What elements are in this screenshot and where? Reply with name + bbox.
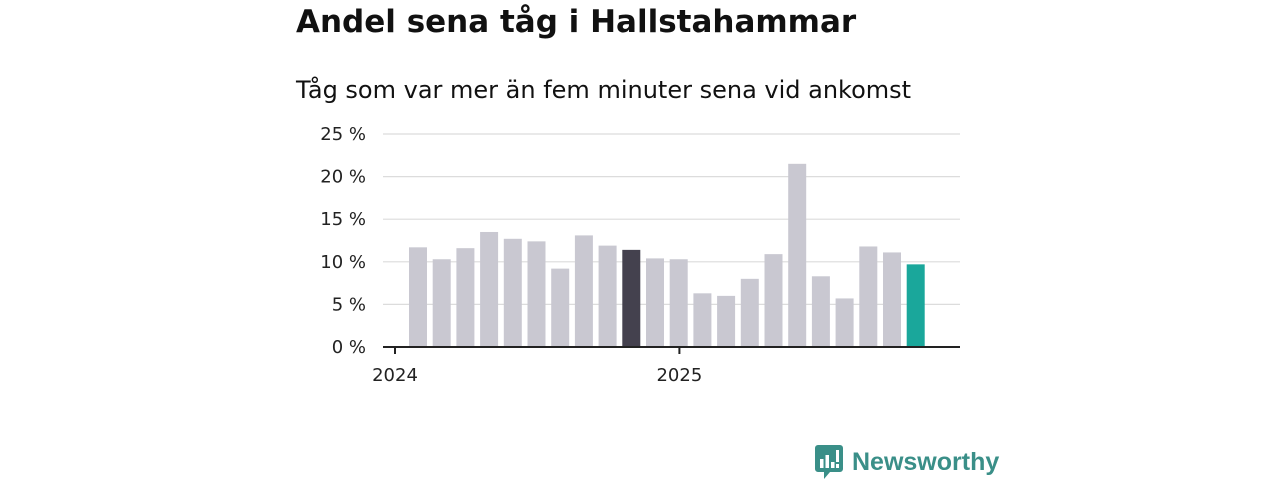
brand-name: Newsworthy — [852, 447, 1000, 476]
y-tick-label: 5 % — [332, 294, 366, 315]
bar-2024-11 — [646, 258, 664, 347]
bar-2024-09 — [598, 245, 617, 347]
bar-2025-07 — [835, 298, 854, 347]
bar-2024-05 — [503, 238, 522, 347]
bar-2024-04 — [480, 231, 499, 347]
bar-2025-02 — [717, 295, 736, 347]
bar-2025-01 — [693, 293, 712, 347]
newsworthy-logo-icon — [815, 445, 843, 479]
x-tick-label: 2025 — [656, 365, 702, 386]
bar-2024-03 — [456, 248, 475, 347]
y-tick-label: 15 % — [320, 209, 366, 230]
chart-title: Andel sena tåg i Hallstahammar — [296, 4, 857, 40]
bar-2024-07 — [551, 268, 570, 347]
y-tick-label: 25 % — [320, 124, 366, 145]
brand-logo: Newsworthy — [815, 444, 999, 480]
chart-subtitle: Tåg som var mer än fem minuter sena vid … — [296, 76, 912, 104]
x-tick-label: 2024 — [372, 365, 418, 386]
bar-2025-05 — [788, 163, 807, 347]
y-tick-label: 20 % — [320, 167, 366, 188]
bar-2024-02 — [432, 259, 451, 347]
y-tick-label: 10 % — [320, 252, 366, 273]
bar-2024-01 — [409, 247, 427, 347]
bar-2025-04 — [764, 254, 783, 347]
y-tick-label: 0 % — [332, 337, 366, 358]
bar-2025-09 — [883, 252, 901, 347]
bar-2024-10 — [622, 249, 641, 347]
bar-2025-06 — [811, 276, 830, 347]
bar-2025-10 — [906, 264, 925, 347]
bar-2025-08 — [859, 246, 878, 347]
bar-2024-06 — [527, 241, 546, 347]
bar-2024-08 — [574, 235, 593, 347]
bar-2024-12 — [669, 259, 688, 347]
bar-2025-03 — [740, 278, 759, 347]
